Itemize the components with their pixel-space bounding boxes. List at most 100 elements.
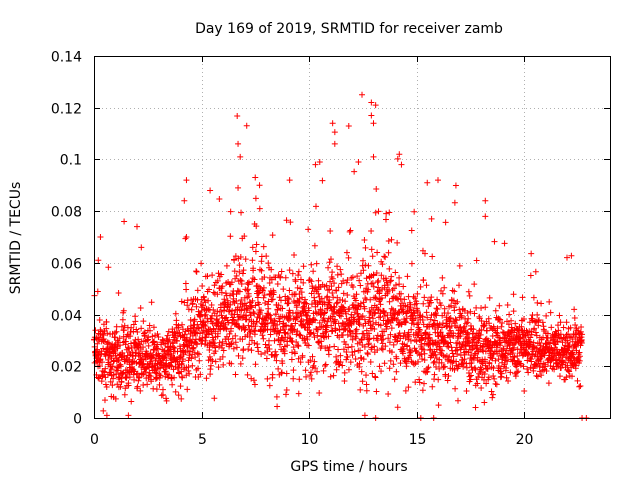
data-point: [329, 290, 336, 297]
data-point: [530, 339, 537, 346]
data-point: [424, 368, 431, 375]
data-point: [471, 281, 478, 288]
data-point: [501, 240, 508, 247]
data-point: [429, 253, 436, 260]
data-point: [407, 352, 414, 359]
data-point: [343, 356, 350, 363]
data-point: [376, 363, 383, 370]
data-point: [377, 322, 384, 329]
data-point: [357, 347, 364, 354]
data-point: [257, 328, 264, 335]
data-point: [305, 226, 312, 233]
data-point: [199, 282, 206, 289]
data-point: [138, 325, 145, 332]
data-point: [501, 361, 508, 368]
data-point: [318, 311, 325, 318]
data-point: [343, 279, 350, 286]
data-point: [269, 296, 276, 303]
data-point: [439, 274, 446, 281]
y-tick-label: 0.1: [60, 153, 82, 169]
data-point: [478, 384, 485, 391]
data-point: [578, 324, 585, 331]
data-point: [497, 342, 504, 349]
data-point: [368, 227, 375, 234]
data-point: [405, 384, 412, 391]
data-point: [574, 377, 581, 384]
data-point: [231, 257, 238, 264]
data-point: [448, 344, 455, 351]
data-point: [324, 344, 331, 351]
data-point: [328, 322, 335, 329]
data-point: [452, 182, 459, 189]
data-point: [315, 290, 322, 297]
data-point: [474, 380, 481, 387]
data-point: [292, 278, 299, 285]
data-point: [282, 274, 289, 281]
data-point: [291, 252, 298, 259]
data-point: [136, 341, 143, 348]
data-point: [533, 362, 540, 369]
data-point: [379, 346, 386, 353]
data-point: [107, 378, 114, 385]
data-point: [408, 260, 415, 267]
data-point: [349, 336, 356, 343]
data-point: [121, 218, 128, 225]
data-point: [517, 362, 524, 369]
data-point: [429, 383, 436, 390]
data-point: [132, 318, 139, 325]
data-point: [211, 395, 218, 402]
data-point: [210, 306, 217, 313]
data-point: [294, 328, 301, 335]
data-point: [384, 282, 391, 289]
data-point: [363, 381, 370, 388]
data-point: [383, 326, 390, 333]
data-point: [484, 366, 491, 373]
data-point: [576, 383, 583, 390]
data-point: [194, 350, 201, 357]
data-point: [183, 372, 190, 379]
data-point: [510, 308, 517, 315]
data-point: [262, 299, 269, 306]
data-point: [104, 339, 111, 346]
data-point: [379, 332, 386, 339]
data-point: [419, 334, 426, 341]
data-point: [240, 267, 247, 274]
plot-frame: [94, 56, 611, 419]
data-point: [280, 286, 287, 293]
data-point: [538, 300, 545, 307]
data-point: [345, 344, 352, 351]
data-point: [408, 227, 415, 234]
data-point: [393, 295, 400, 302]
data-point: [565, 367, 572, 374]
data-point: [444, 343, 451, 350]
data-point: [378, 272, 385, 279]
data-point: [183, 234, 190, 240]
data-point: [195, 351, 202, 358]
data-point: [219, 353, 226, 360]
data-point: [370, 321, 377, 328]
data-point: [276, 318, 283, 325]
data-point: [331, 304, 338, 311]
data-point: [210, 289, 217, 296]
data-point: [450, 333, 457, 340]
data-point: [263, 253, 270, 260]
data-point: [577, 382, 584, 389]
data-point: [260, 243, 267, 250]
data-point: [372, 294, 379, 301]
data-point: [245, 346, 252, 353]
data-point: [220, 347, 227, 354]
data-point: [404, 342, 411, 349]
data-point: [576, 353, 583, 360]
data-point: [103, 412, 110, 419]
data-point: [402, 319, 409, 326]
data-point: [480, 323, 487, 330]
data-point: [547, 309, 554, 316]
data-point: [200, 302, 207, 309]
data-point: [209, 358, 216, 365]
data-point: [321, 309, 328, 316]
data-point: [311, 358, 318, 365]
data-point: [256, 205, 263, 212]
data-point: [268, 266, 275, 273]
data-point: [471, 310, 478, 317]
data-point: [180, 356, 187, 363]
